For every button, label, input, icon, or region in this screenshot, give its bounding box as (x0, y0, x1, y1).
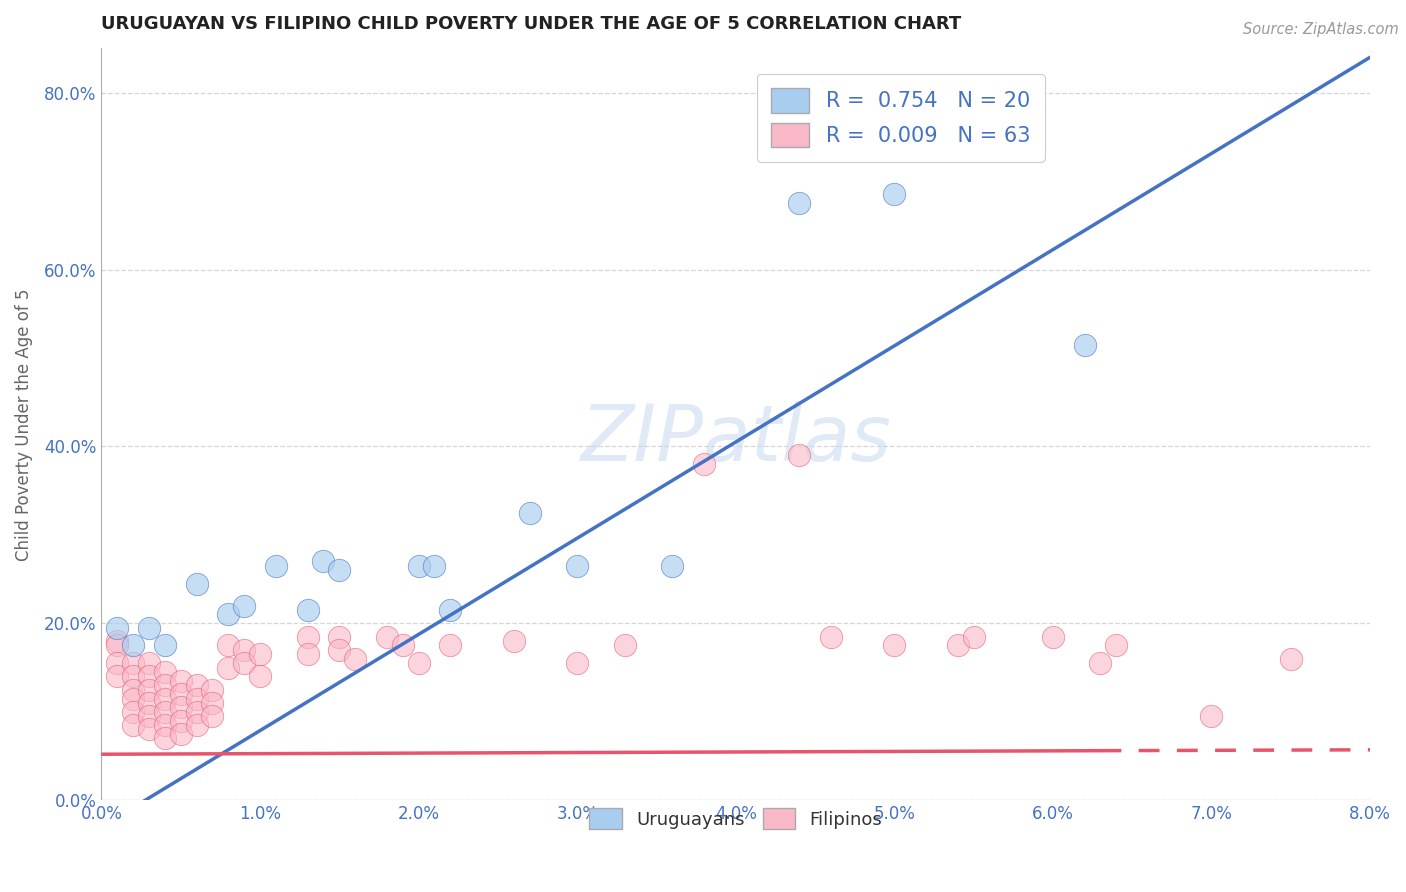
Point (820, 630, 842, 644)
Point (138, 621, 160, 635)
Point (105, 634, 128, 648)
Point (170, 714, 193, 728)
Point (122, 718, 145, 732)
Point (233, 643, 256, 657)
Point (186, 691, 208, 706)
Point (153, 705, 176, 719)
Point (344, 651, 367, 665)
Point (122, 705, 145, 719)
Point (502, 634, 524, 648)
Point (439, 603, 461, 617)
Point (297, 648, 319, 662)
Point (138, 682, 160, 697)
Point (408, 656, 430, 670)
Point (264, 558, 287, 573)
Point (297, 630, 319, 644)
Point (217, 639, 239, 653)
Point (170, 687, 193, 701)
Point (201, 709, 224, 723)
Point (233, 599, 256, 613)
Point (1042, 630, 1064, 644)
Point (297, 603, 319, 617)
Point (567, 558, 589, 573)
Point (375, 630, 398, 644)
Legend: Uruguayans, Filipinos: Uruguayans, Filipinos (582, 801, 890, 837)
Point (328, 630, 350, 644)
Point (1090, 656, 1112, 670)
Point (423, 558, 446, 573)
Point (153, 731, 176, 746)
Point (328, 563, 350, 577)
Point (201, 682, 224, 697)
Point (312, 554, 335, 568)
Text: Source: ZipAtlas.com: Source: ZipAtlas.com (1243, 22, 1399, 37)
Point (883, 187, 905, 202)
Point (217, 607, 239, 622)
Point (153, 691, 176, 706)
Point (170, 673, 193, 688)
Point (153, 665, 176, 679)
Point (186, 705, 208, 719)
Point (186, 718, 208, 732)
Point (1105, 639, 1128, 653)
Point (946, 639, 969, 653)
Point (201, 696, 224, 710)
Point (693, 457, 716, 471)
Point (787, 448, 810, 462)
Point (233, 656, 256, 670)
Point (105, 621, 128, 635)
Point (138, 669, 160, 683)
Point (186, 678, 208, 692)
Point (122, 682, 145, 697)
Point (138, 723, 160, 737)
Point (883, 639, 905, 653)
Point (153, 718, 176, 732)
Y-axis label: Child Poverty Under the Age of 5: Child Poverty Under the Age of 5 (15, 288, 32, 560)
Point (105, 656, 128, 670)
Point (138, 709, 160, 723)
Point (1073, 337, 1095, 351)
Point (186, 576, 208, 591)
Point (661, 558, 683, 573)
Point (122, 656, 145, 670)
Point (391, 639, 413, 653)
Point (439, 639, 461, 653)
Point (519, 506, 541, 520)
Text: ZIPatlas: ZIPatlas (581, 401, 891, 477)
Point (105, 669, 128, 683)
Point (217, 660, 239, 674)
Point (328, 643, 350, 657)
Point (122, 669, 145, 683)
Point (170, 700, 193, 714)
Point (138, 656, 160, 670)
Point (249, 669, 271, 683)
Text: URUGUAYAN VS FILIPINO CHILD POVERTY UNDER THE AGE OF 5 CORRELATION CHART: URUGUAYAN VS FILIPINO CHILD POVERTY UNDE… (101, 15, 962, 33)
Point (170, 727, 193, 741)
Point (1201, 709, 1223, 723)
Point (105, 639, 128, 653)
Point (1279, 651, 1302, 665)
Point (567, 656, 589, 670)
Point (153, 639, 176, 653)
Point (153, 678, 176, 692)
Point (962, 630, 984, 644)
Point (122, 691, 145, 706)
Point (787, 196, 810, 211)
Point (613, 639, 636, 653)
Point (408, 558, 430, 573)
Point (122, 639, 145, 653)
Point (138, 696, 160, 710)
Point (249, 648, 271, 662)
